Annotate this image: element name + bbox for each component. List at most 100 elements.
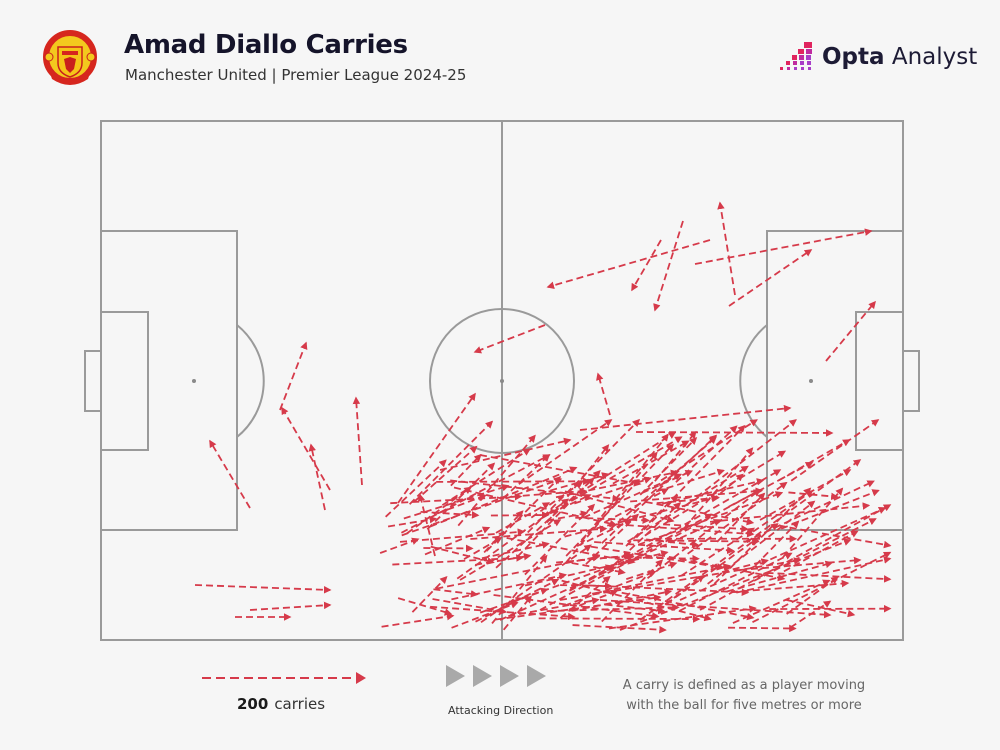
carry-arrow <box>655 575 705 612</box>
carry-arrow <box>612 440 690 485</box>
carry-arrow <box>441 448 531 506</box>
carry-arrow <box>660 419 758 482</box>
carry-arrow <box>635 494 679 539</box>
carry-arrow <box>635 429 834 437</box>
carry-arrow <box>473 324 546 354</box>
attacking-direction-label: Attacking Direction <box>448 704 554 717</box>
carry-arrow <box>560 582 613 590</box>
carry-arrow <box>432 598 508 615</box>
carry-arrow <box>675 425 738 483</box>
carry-arrow <box>495 594 662 621</box>
carry-arrow <box>381 612 455 628</box>
carry-arrow <box>679 552 793 612</box>
carry-arrow <box>679 507 887 601</box>
carry-arrow <box>646 538 700 549</box>
carry-arrow <box>408 420 494 505</box>
legend-carry-arrow-icon <box>202 672 366 684</box>
carry-arrow <box>397 392 476 504</box>
carry-arrow <box>470 525 608 540</box>
carry-arrows <box>194 201 892 634</box>
carry-arrow <box>539 489 762 611</box>
carry-arrow <box>397 597 453 616</box>
carry-arrow <box>599 599 832 619</box>
carry-arrow <box>453 486 618 528</box>
carry-arrow <box>451 572 568 601</box>
carry-arrow <box>430 605 576 621</box>
carry-arrow <box>426 462 496 530</box>
carry-arrow <box>420 510 480 519</box>
carry-arrow <box>379 537 420 554</box>
carry-arrow <box>752 551 892 624</box>
carry-arrow <box>730 579 850 593</box>
carry-arrow <box>281 406 331 491</box>
play-arrow-icon <box>446 665 465 687</box>
carry-arrow <box>518 419 613 485</box>
carry-arrow <box>433 588 479 598</box>
carry-arrow <box>790 419 880 482</box>
carry-arrow <box>575 516 650 524</box>
carry-arrow <box>736 556 892 594</box>
carry-arrow <box>728 461 814 508</box>
carry-arrow <box>728 249 813 307</box>
carry-arrow <box>825 300 876 362</box>
carry-arrow <box>571 562 626 576</box>
carry-arrow <box>249 601 332 611</box>
carry-arrow <box>601 559 664 623</box>
carry-arrow <box>577 552 632 562</box>
manchester-united-crest-icon <box>43 30 97 85</box>
carry-arrow <box>565 451 658 563</box>
carry-arrow <box>583 473 683 519</box>
carry-arrow <box>524 550 669 587</box>
carry-definition-note: A carry is defined as a player moving wi… <box>622 678 866 713</box>
carry-arrow <box>459 519 562 581</box>
carry-arrow <box>538 615 701 623</box>
carry-arrow <box>385 459 447 518</box>
carry-arrow <box>450 479 621 503</box>
carry-arrow <box>406 486 472 535</box>
carry-arrow <box>778 524 892 549</box>
carry-arrow <box>308 443 326 511</box>
carry-arrow <box>608 605 757 630</box>
carry-arrow <box>546 239 711 289</box>
carry-arrow <box>574 476 652 505</box>
carry-arrow <box>615 523 755 538</box>
carry-arrow <box>680 527 756 577</box>
carry-arrow <box>596 372 611 416</box>
carry-arrow <box>436 477 591 486</box>
carry-arrow <box>579 404 792 431</box>
carry-arrow <box>450 453 482 487</box>
carry-arrow <box>411 575 448 613</box>
carry-arrow <box>352 396 363 486</box>
carry-arrow <box>788 491 839 501</box>
carry-arrow <box>194 584 332 594</box>
carry-arrow <box>753 518 877 582</box>
carry-arrow <box>782 487 844 558</box>
carry-arrow <box>495 502 551 534</box>
carry-arrow <box>502 595 532 631</box>
carry-arrow <box>728 624 797 633</box>
carry-arrow <box>588 584 750 597</box>
carry-arrow <box>646 489 761 579</box>
carry-arrow <box>517 470 601 558</box>
carry-arrow <box>726 560 834 593</box>
play-arrow-icon <box>527 665 546 687</box>
carry-arrow <box>436 554 601 590</box>
carry-arrow <box>495 477 595 569</box>
carry-arrow <box>475 578 560 623</box>
carry-arrow <box>619 538 852 631</box>
carry-arrow <box>633 537 760 546</box>
carry-arrow <box>717 201 736 296</box>
carry-arrow <box>612 554 700 563</box>
carry-arrow <box>572 624 667 634</box>
carry-arrow <box>621 591 755 621</box>
chart-title: Amad Diallo Carries <box>124 30 408 60</box>
carry-arrow <box>403 484 510 520</box>
carry-arrow <box>439 437 572 471</box>
carry-arrow <box>457 434 536 527</box>
carry-arrow <box>555 469 679 499</box>
carry-arrow <box>424 526 491 556</box>
carry-arrow <box>683 447 754 529</box>
carry-arrow <box>594 541 735 555</box>
carry-arrow <box>653 220 684 312</box>
carry-arrow <box>605 488 669 523</box>
